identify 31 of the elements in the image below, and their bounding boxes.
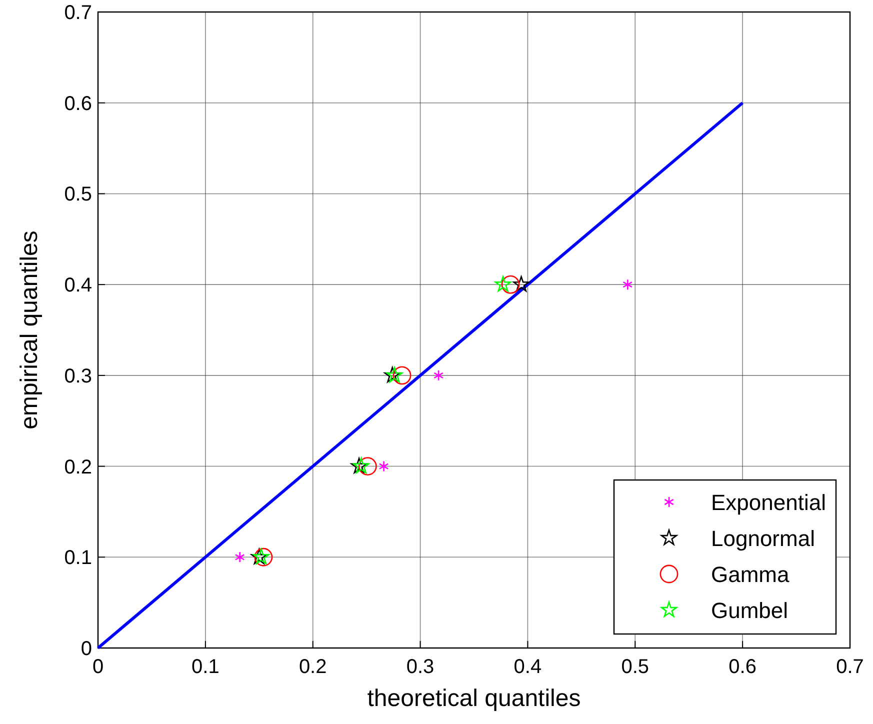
- point: [254, 548, 273, 566]
- x-tick-label: 0.1: [192, 656, 220, 678]
- legend-label: Lognormal: [711, 526, 815, 551]
- legend-label: Gamma: [711, 562, 790, 587]
- y-tick-label: 0: [80, 638, 92, 660]
- point: [392, 366, 412, 385]
- y-tick-label: 0.3: [64, 365, 92, 388]
- point: [434, 370, 444, 382]
- x-tick-label: 0.4: [514, 656, 542, 678]
- y-tick-label: 0.6: [64, 92, 92, 115]
- y-tick-label: 0.1: [64, 547, 92, 570]
- x-tick-label: 0.7: [836, 656, 864, 678]
- point: [234, 551, 245, 563]
- y-tick-label: 0.4: [64, 274, 92, 297]
- point: [378, 460, 389, 472]
- legend-label: Exponential: [711, 490, 826, 515]
- legend-label: Gumbel: [711, 598, 788, 623]
- point: [494, 276, 512, 292]
- point: [358, 457, 377, 476]
- x-tick-label: 0.2: [298, 656, 327, 678]
- x-tick-label: 0.3: [406, 656, 434, 678]
- y-tick-label: 0.7: [64, 2, 92, 24]
- point: [622, 278, 633, 290]
- x-tick-label: 0.6: [728, 656, 756, 678]
- point: [513, 276, 530, 292]
- y-axis-title: empirical quantiles: [16, 230, 43, 430]
- x-tick-label: 0.5: [621, 656, 650, 678]
- y-tick-label: 0.5: [64, 184, 92, 206]
- y-tick-label: 0.2: [64, 456, 92, 478]
- x-axis-title: theoretical quantiles: [367, 685, 581, 712]
- point: [501, 275, 520, 294]
